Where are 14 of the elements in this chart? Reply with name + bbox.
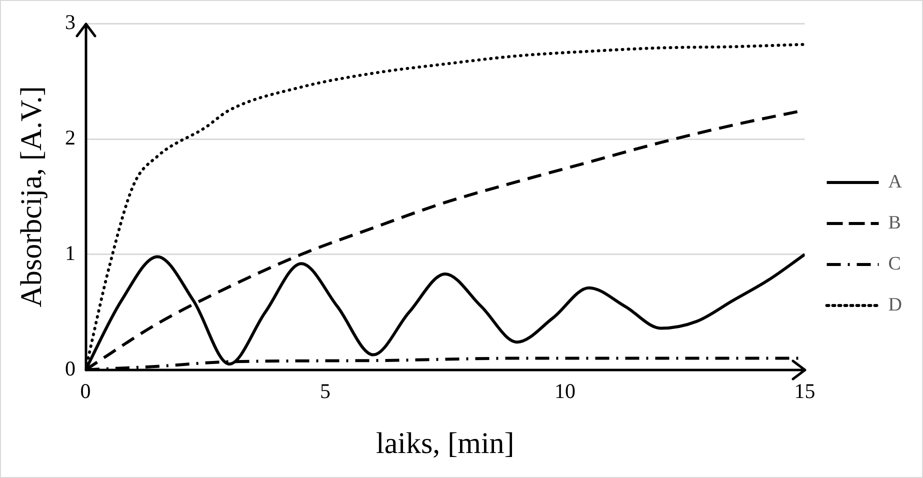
y-tick-label: 3 [65,10,76,34]
legend-label: C [888,253,901,274]
legend-label: B [888,212,901,234]
y-tick-label: 2 [65,126,76,150]
x-tick-label: 10 [554,378,576,403]
y-axis-title: Absorbcija, [A.V.] [14,86,48,308]
x-axis-title: laiks, [min] [376,426,514,460]
y-tick-label: 0 [65,356,76,380]
x-tick-label: 5 [320,378,331,403]
y-tick-label: 1 [65,240,76,265]
legend-label: A [888,171,902,192]
x-tick-label: 0 [80,378,91,403]
x-tick-label: 15 [794,378,816,403]
legend-label: D [888,294,902,316]
